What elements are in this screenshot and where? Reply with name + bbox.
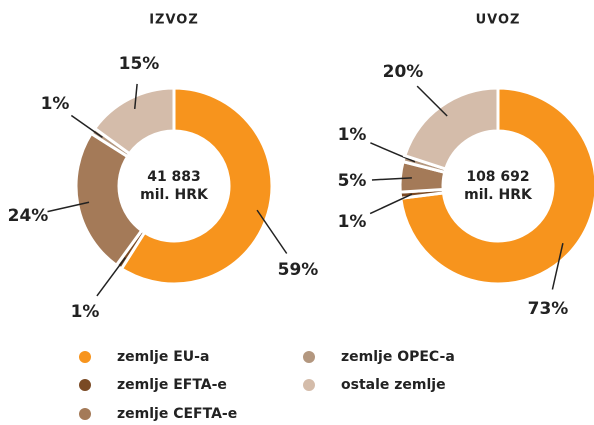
legend-marker bbox=[303, 379, 315, 391]
pie-slice bbox=[74, 131, 144, 268]
pie-slice bbox=[92, 86, 176, 156]
leader-line bbox=[370, 142, 416, 163]
value-label: 5% bbox=[338, 171, 367, 191]
value-label: 1% bbox=[71, 302, 100, 322]
value-label: 20% bbox=[383, 62, 424, 82]
leader-line bbox=[70, 114, 103, 138]
leader-line bbox=[133, 83, 138, 109]
legend-label: zemlje CEFTA-e bbox=[117, 406, 237, 422]
legend-marker bbox=[79, 351, 91, 363]
leader-line bbox=[371, 177, 412, 181]
center-label: mil. HRK bbox=[140, 187, 209, 203]
leader-line bbox=[256, 209, 288, 254]
leader-line bbox=[47, 201, 90, 213]
chart-title: IZVOZ bbox=[149, 13, 199, 28]
value-label: 73% bbox=[528, 299, 569, 319]
value-label: 24% bbox=[8, 206, 49, 226]
legend-marker bbox=[79, 408, 91, 420]
legend-marker bbox=[79, 379, 91, 391]
value-label: 1% bbox=[41, 94, 70, 114]
legend-label: zemlje EU-a bbox=[117, 349, 209, 365]
legend-marker bbox=[303, 351, 315, 363]
leader-line bbox=[369, 193, 413, 215]
chart-title: UVOZ bbox=[476, 13, 521, 28]
leader-line bbox=[416, 85, 448, 117]
legend-label: zemlje EFTA-e bbox=[117, 377, 227, 393]
leader-line bbox=[96, 257, 126, 297]
center-label: 41 883 bbox=[147, 169, 201, 185]
value-label: 1% bbox=[338, 212, 367, 232]
value-label: 1% bbox=[338, 125, 367, 145]
legend-label: ostale zemlje bbox=[341, 377, 446, 393]
pie-slice bbox=[399, 86, 594, 286]
center-label: 108 692 bbox=[466, 169, 529, 185]
value-label: 15% bbox=[119, 54, 160, 74]
leader-line bbox=[551, 243, 564, 290]
pie-slice bbox=[402, 86, 500, 171]
legend-label: zemlje OPEC-a bbox=[341, 349, 455, 365]
value-label: 59% bbox=[278, 260, 319, 280]
pie-slice bbox=[119, 86, 274, 286]
center-label: mil. HRK bbox=[464, 187, 533, 203]
